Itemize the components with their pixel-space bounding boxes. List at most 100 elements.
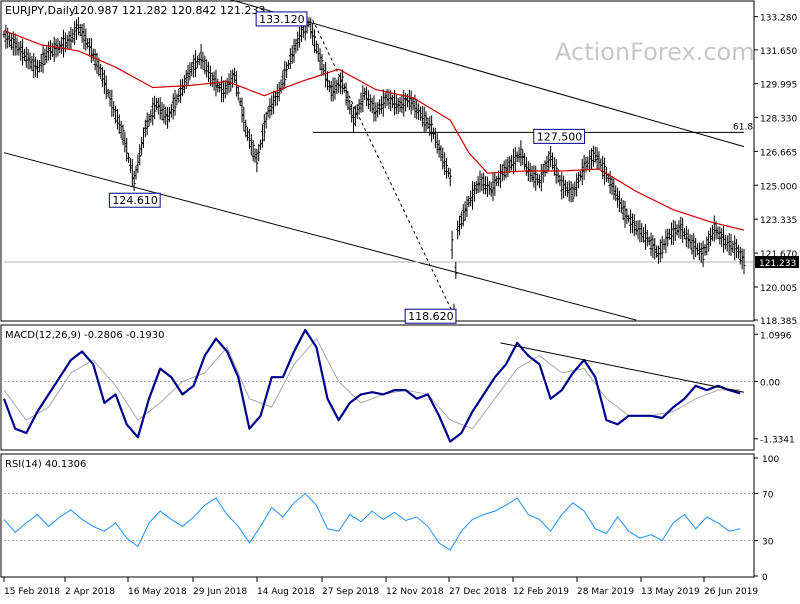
ohlc-bar (307, 17, 311, 28)
ohlc-bar (489, 181, 493, 197)
ohlc-bar (160, 101, 164, 121)
ohlc-bar (173, 89, 177, 116)
ohlc-bar (697, 242, 701, 261)
ohlc-bar (541, 163, 545, 183)
ohlc-bar (58, 41, 62, 53)
ohlc-bar (130, 158, 134, 187)
ohlc-bar (588, 150, 592, 173)
ohlc-bar (374, 102, 378, 122)
ohlc-bar (112, 100, 116, 117)
ohlc-bar (279, 79, 283, 94)
ohlc-bar (655, 245, 659, 258)
x-tick-label: 12 Feb 2019 (513, 587, 569, 597)
ohlc-bar (552, 157, 556, 176)
ohlc-bar (255, 148, 259, 173)
ohlc-bar (573, 181, 577, 197)
ohlc-bar (39, 54, 43, 73)
ohlc-bar (149, 109, 153, 123)
ohlc-bar (469, 190, 473, 206)
ohlc-bar (216, 78, 220, 93)
ohlc-bar (418, 106, 422, 121)
ohlc-bar (625, 208, 629, 224)
ohlc-bar (41, 45, 45, 74)
ohlc-bar (426, 117, 430, 130)
ohlc-bar (203, 55, 207, 75)
ohlc-bar (591, 145, 595, 167)
rsi-panel-frame (0, 453, 755, 578)
ohlc-bar (409, 90, 413, 115)
macd-line (2, 328, 741, 443)
ohlc-bar (76, 17, 80, 36)
ohlc-bar (580, 158, 584, 185)
fib-level-label: 61.8 (733, 122, 753, 132)
ohlc-bar (450, 230, 454, 260)
ohlc-bar (484, 176, 488, 195)
ohlc-bar (428, 116, 432, 136)
ohlc-bar (106, 89, 110, 97)
ohlc-bar (534, 165, 538, 191)
ohlc-bar (679, 216, 683, 239)
x-tick-label: 16 May 2018 (128, 587, 187, 597)
ohlc-bar (249, 134, 253, 156)
ohlc-bar (616, 187, 620, 208)
macd-title: MACD(12,26,9) -0.2806 -0.1930 (5, 330, 165, 341)
ohlc-bar (623, 200, 627, 228)
ohlc-bar (242, 106, 246, 132)
ohlc-bar (309, 17, 313, 39)
ohlc-bar (11, 31, 15, 56)
ohlc-bar (30, 56, 34, 71)
ohlc-bar (119, 120, 123, 139)
ohlc-bar (136, 154, 140, 174)
price-label-text: 133.120 (259, 13, 305, 26)
ohlc-bar (123, 131, 127, 153)
ohlc-bar (84, 28, 88, 51)
ohlc-bar (311, 23, 315, 46)
ohlc-bar (138, 144, 142, 165)
ohlc-bar (117, 114, 121, 134)
ohlc-bar (141, 127, 145, 148)
ohlc-bar (140, 136, 144, 156)
ohlc-bar (630, 213, 634, 234)
ohlc-bar (221, 80, 225, 103)
ohlc-bar (443, 152, 447, 175)
ohlc-bar (101, 67, 105, 87)
ohlc-bar (524, 156, 528, 176)
ohlc-bar (21, 39, 25, 66)
current-price-tag (755, 256, 799, 269)
ohlc-bar (164, 106, 168, 126)
chart-ohlc: 120.987 121.282 120.842 121.233 (73, 4, 265, 17)
ohlc-bar (738, 246, 742, 265)
ohlc-bar (590, 148, 594, 169)
ohlc-bar (268, 98, 272, 119)
ohlc-bar (171, 93, 175, 120)
ohlc-bar (521, 149, 525, 166)
ohlc-bar (465, 196, 469, 218)
ohlc-bar (339, 72, 343, 95)
ohlc-bar (510, 154, 514, 171)
ohlc-bar (699, 242, 703, 263)
ohlc-bar (519, 140, 523, 167)
ohlc-bar (281, 70, 285, 91)
ohlc-bar (495, 176, 499, 187)
ohlc-bar (247, 128, 251, 150)
ohlc-bar (71, 28, 75, 43)
ohlc-bar (439, 145, 443, 162)
ohlc-bar (640, 223, 644, 243)
ohlc-bar (359, 92, 363, 113)
ohlc-bar (114, 105, 118, 124)
ohlc-bar (485, 176, 489, 198)
ohlc-bar (692, 233, 696, 260)
ohlc-bar (539, 164, 543, 192)
y-tick-label: 126.665 (760, 148, 797, 158)
ohlc-bar (19, 40, 23, 61)
ohlc-bar (664, 229, 668, 254)
ohlc-bar (595, 147, 599, 169)
ohlc-bar (67, 31, 71, 49)
axis-layer: 133.280 131.650 129.995 128.330 126.665 125.0… (3, 14, 799, 597)
ohlc-bar (61, 29, 65, 58)
ohlc-bar (422, 106, 426, 132)
ohlc-bar (383, 92, 387, 109)
ohlc-bar (642, 227, 646, 243)
ohlc-bar (95, 52, 99, 74)
